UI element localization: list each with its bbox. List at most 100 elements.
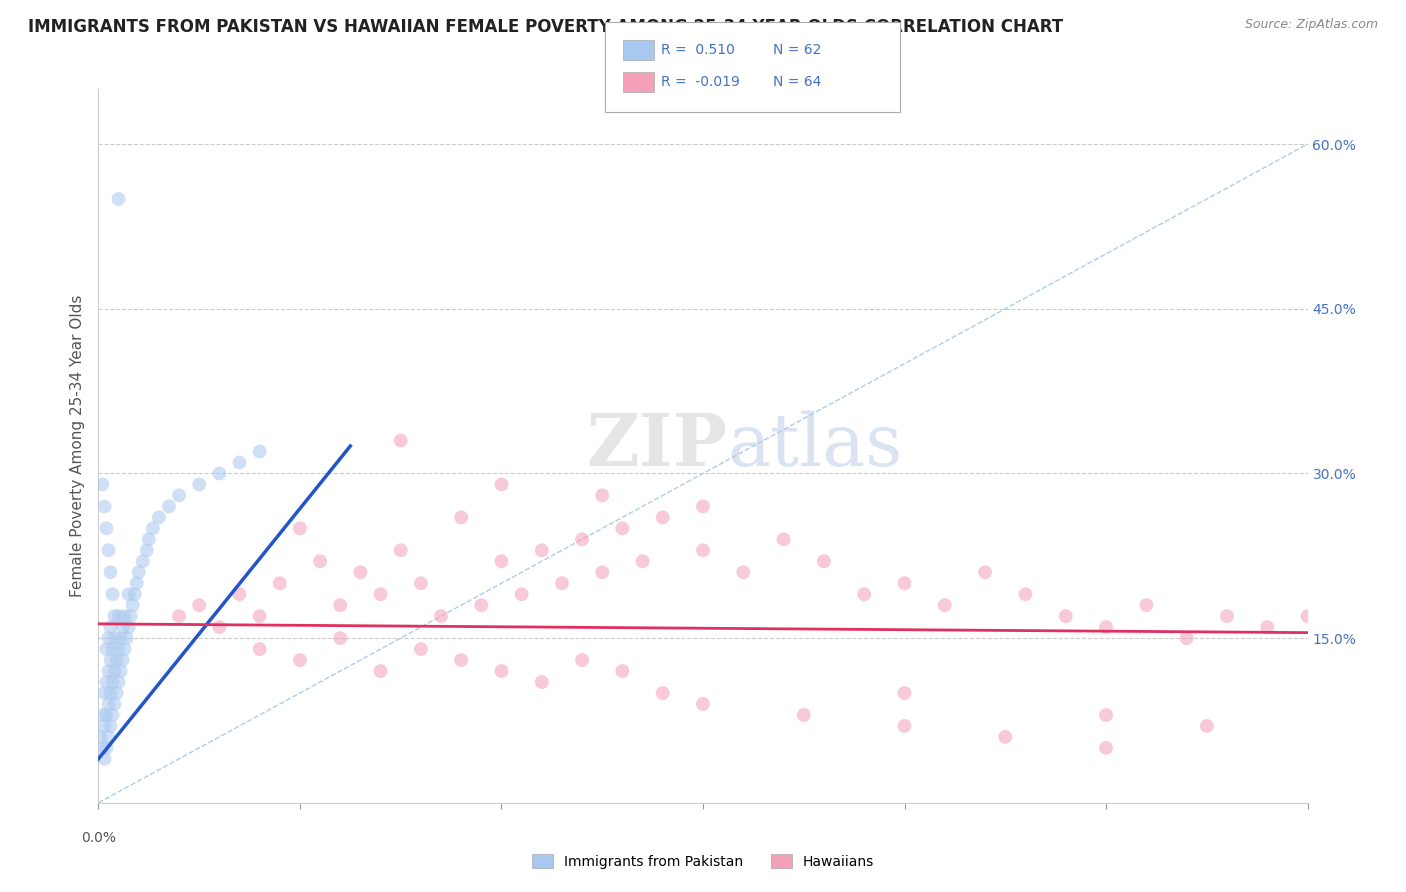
- Point: [100, 653, 122, 667]
- Point: [491, 664, 513, 678]
- Point: [100, 620, 122, 634]
- Point: [409, 576, 432, 591]
- Point: [309, 554, 332, 568]
- Point: [1256, 620, 1278, 634]
- Point: [793, 708, 815, 723]
- Point: [110, 664, 132, 678]
- Point: [450, 653, 472, 667]
- Point: [118, 587, 141, 601]
- Point: [96, 675, 118, 690]
- Point: [1195, 719, 1218, 733]
- Point: [101, 675, 124, 690]
- Point: [389, 434, 412, 448]
- Point: [103, 631, 125, 645]
- Point: [1095, 708, 1118, 723]
- Point: [167, 488, 190, 502]
- Point: [571, 533, 593, 547]
- Point: [124, 587, 146, 601]
- Point: [188, 598, 211, 612]
- Point: [692, 500, 714, 514]
- Point: [470, 598, 492, 612]
- Point: [101, 587, 124, 601]
- Y-axis label: Female Poverty Among 25-34 Year Olds: Female Poverty Among 25-34 Year Olds: [69, 295, 84, 597]
- Point: [1014, 587, 1036, 601]
- Point: [93, 719, 115, 733]
- Point: [114, 609, 136, 624]
- Point: [994, 730, 1017, 744]
- Point: [91, 708, 114, 723]
- Point: [249, 609, 271, 624]
- Point: [111, 653, 134, 667]
- Point: [329, 631, 352, 645]
- Point: [1175, 631, 1198, 645]
- Point: [612, 664, 634, 678]
- Point: [329, 598, 352, 612]
- Point: [115, 631, 138, 645]
- Point: [551, 576, 574, 591]
- Point: [97, 631, 120, 645]
- Point: [105, 686, 128, 700]
- Text: N = 64: N = 64: [773, 75, 821, 89]
- Point: [1095, 620, 1118, 634]
- Point: [93, 686, 115, 700]
- Point: [97, 697, 120, 711]
- Point: [100, 719, 122, 733]
- Point: [651, 510, 673, 524]
- Point: [733, 566, 755, 580]
- Point: [103, 664, 125, 678]
- Text: ZIP: ZIP: [586, 410, 727, 482]
- Text: atlas: atlas: [727, 410, 903, 482]
- Point: [157, 500, 180, 514]
- Point: [651, 686, 673, 700]
- Point: [142, 521, 165, 535]
- Text: IMMIGRANTS FROM PAKISTAN VS HAWAIIAN FEMALE POVERTY AMONG 25-34 YEAR OLDS CORREL: IMMIGRANTS FROM PAKISTAN VS HAWAIIAN FEM…: [28, 18, 1063, 36]
- Point: [893, 576, 915, 591]
- Point: [510, 587, 533, 601]
- Text: R =  -0.019: R = -0.019: [661, 75, 740, 89]
- Point: [96, 740, 118, 755]
- Point: [114, 642, 136, 657]
- Point: [974, 566, 997, 580]
- Point: [491, 554, 513, 568]
- Point: [430, 609, 453, 624]
- Point: [107, 192, 129, 206]
- Point: [188, 477, 211, 491]
- Point: [370, 587, 392, 601]
- Point: [93, 752, 115, 766]
- Point: [101, 708, 124, 723]
- Text: N = 62: N = 62: [773, 43, 821, 57]
- Point: [96, 708, 118, 723]
- Point: [148, 510, 170, 524]
- Point: [125, 576, 148, 591]
- Point: [97, 664, 120, 678]
- Point: [105, 653, 128, 667]
- Point: [692, 697, 714, 711]
- Point: [612, 521, 634, 535]
- Point: [530, 543, 553, 558]
- Point: [249, 444, 271, 458]
- Point: [97, 543, 120, 558]
- Point: [228, 455, 250, 469]
- Point: [772, 533, 794, 547]
- Point: [288, 521, 311, 535]
- Point: [491, 477, 513, 491]
- Point: [138, 533, 160, 547]
- Point: [893, 686, 915, 700]
- Point: [107, 642, 129, 657]
- Point: [100, 566, 122, 580]
- Point: [107, 609, 129, 624]
- Point: [409, 642, 432, 657]
- Point: [101, 642, 124, 657]
- Point: [89, 730, 111, 744]
- Point: [934, 598, 956, 612]
- Point: [96, 521, 118, 535]
- Point: [103, 609, 125, 624]
- Point: [132, 554, 155, 568]
- Point: [813, 554, 835, 568]
- Text: R =  0.510: R = 0.510: [661, 43, 735, 57]
- Point: [1095, 740, 1118, 755]
- Point: [228, 587, 250, 601]
- Point: [120, 609, 142, 624]
- Point: [249, 642, 271, 657]
- Point: [450, 510, 472, 524]
